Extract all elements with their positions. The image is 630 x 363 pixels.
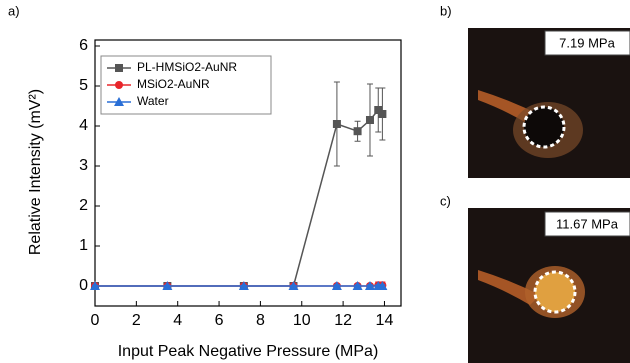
panel-label: c)	[440, 193, 451, 208]
legend-label: MSiO2-AuNR	[137, 77, 210, 91]
panel-label: b)	[440, 3, 452, 18]
y-tick-label: 0	[79, 277, 88, 294]
legend-marker	[115, 64, 123, 72]
figure: a) Input Peak Negative Pressure (MPa) Re…	[0, 0, 630, 363]
y-tick-label: 6	[79, 37, 88, 54]
y-tick-label: 2	[79, 197, 88, 214]
series-line	[95, 110, 382, 286]
panel-label: a)	[8, 3, 20, 18]
data-point	[333, 120, 341, 128]
x-axis-label: Input Peak Negative Pressure (MPa)	[118, 343, 379, 360]
x-tick-label: 8	[256, 312, 265, 329]
pressure-label: 11.67 MPa	[556, 216, 619, 231]
x-tick-label: 12	[334, 312, 352, 329]
y-tick-label: 5	[79, 77, 88, 94]
legend-marker	[115, 81, 123, 89]
x-tick-label: 10	[293, 312, 311, 329]
y-tick-label: 4	[79, 117, 88, 134]
x-tick-label: 2	[132, 312, 141, 329]
data-point	[354, 127, 362, 135]
roi-circle	[535, 272, 575, 312]
roi-circle	[524, 107, 564, 147]
y-tick-label: 3	[79, 157, 88, 174]
x-tick-label: 0	[91, 312, 100, 329]
y-axis-label: Relative Intensity (mV²)	[27, 89, 44, 255]
legend-label: PL-HMSiO2-AuNR	[137, 60, 237, 74]
x-tick-label: 4	[173, 312, 182, 329]
x-tick-label: 6	[215, 312, 224, 329]
data-point	[378, 110, 386, 118]
x-tick-label: 14	[376, 312, 394, 329]
y-tick-label: 1	[79, 237, 88, 254]
data-point	[366, 116, 374, 124]
pressure-label: 7.19 MPa	[559, 35, 615, 50]
legend-label: Water	[137, 94, 169, 108]
